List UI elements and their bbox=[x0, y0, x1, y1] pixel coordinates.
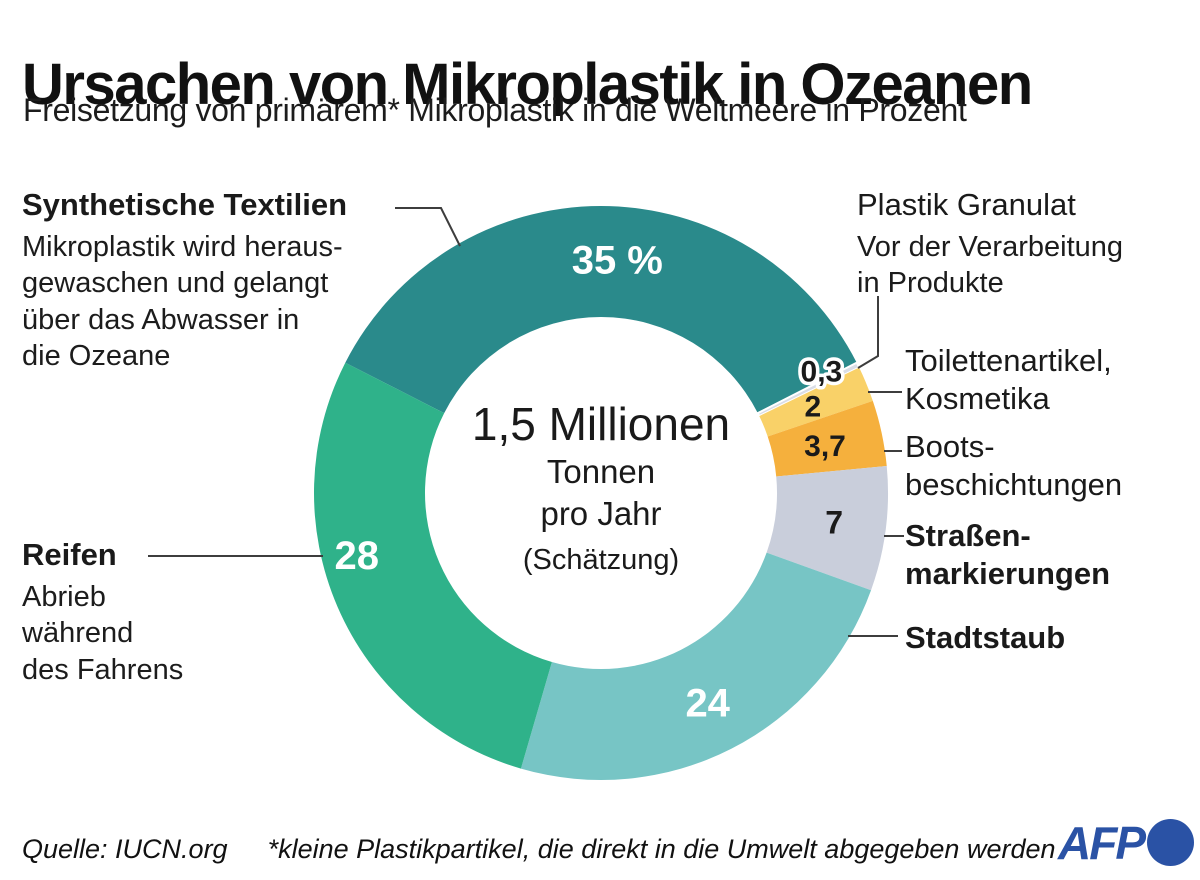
footer: Quelle: IUCN.org *kleine Plastikpartikel,… bbox=[22, 834, 1056, 865]
donut-segment-strassenmarkierungen bbox=[766, 465, 889, 591]
center-headline: 1,5 Millionen bbox=[471, 398, 731, 450]
center-line-pro-jahr: pro Jahr bbox=[540, 495, 662, 533]
donut-segment-synthetische-textilien bbox=[345, 205, 857, 414]
afp-logo-text: AFP bbox=[1058, 816, 1146, 869]
segment-value-label-toilettenartikel-kosmetika: 2 bbox=[805, 391, 822, 424]
segment-value-label-reifen: 28 bbox=[335, 534, 380, 578]
callout-title: Toilettenartikel, Kosmetika bbox=[905, 343, 1112, 416]
callout-title: Stadtstaub bbox=[905, 620, 1066, 655]
footer-source: Quelle: IUCN.org bbox=[22, 834, 228, 864]
page-subtitle: Freisetzung von primärem* Mikroplastik i… bbox=[23, 92, 967, 128]
segment-value-label-strassenmarkierungen: 7 bbox=[825, 505, 843, 541]
donut-segment-bootsbeschichtungen bbox=[767, 400, 887, 477]
donut-segment-stadtstaub bbox=[520, 552, 872, 780]
callout-title: Reifen bbox=[22, 537, 117, 572]
callout-desc: Mikroplastik wird heraus- gewaschen und … bbox=[22, 230, 343, 373]
callout-reifen: Reifen Abrieb während des Fahrens bbox=[22, 536, 282, 688]
callout-toilettenartikel-kosmetika: Toilettenartikel, Kosmetika bbox=[905, 342, 1200, 418]
afp-logo-circle-icon bbox=[1147, 819, 1194, 866]
center-note-schaetzung: (Schätzung) bbox=[522, 544, 680, 577]
callout-plastik-granulat: Plastik Granulat Vor der Verarbeitung in… bbox=[857, 186, 1187, 302]
callout-title: Synthetische Textilien bbox=[22, 187, 348, 222]
connector-line-plastik-granulat bbox=[857, 296, 879, 369]
callout-title: Straßen- markierungen bbox=[905, 518, 1111, 591]
callout-desc: Abrieb während des Fahrens bbox=[22, 580, 184, 686]
donut-segment-toilettenartikel-kosmetika bbox=[759, 367, 873, 437]
center-line-tonnen: Tonnen bbox=[546, 452, 656, 490]
segment-value-label-synthetische-textilien: 35 % bbox=[572, 239, 663, 283]
footer-footnote: *kleine Plastikpartikel, die direkt in d… bbox=[267, 834, 1056, 864]
donut-center-label: 1,5 Millionen Tonnen pro Jahr (Schätzung… bbox=[431, 398, 771, 577]
segment-value-label-bootsbeschichtungen: 3,7 bbox=[804, 430, 846, 463]
callout-strassenmarkierungen: Straßen- markierungen bbox=[905, 517, 1200, 593]
segment-value-label-stadtstaub: 24 bbox=[685, 681, 730, 725]
callout-title: Plastik Granulat bbox=[857, 187, 1076, 222]
afp-logo: AFP bbox=[1058, 819, 1194, 866]
segment-value-label-plastik-granulat: 0,3 bbox=[801, 355, 843, 388]
callout-stadtstaub: Stadtstaub bbox=[905, 619, 1200, 657]
donut-segment-reifen bbox=[313, 362, 552, 769]
callout-synthetische-textilien: Synthetische Textilien Mikroplastik wird… bbox=[22, 186, 382, 375]
callout-title: Boots- beschichtungen bbox=[905, 429, 1123, 502]
page-title: Ursachen von Mikroplastik in Ozeanen bbox=[22, 51, 1033, 117]
callout-bootsbeschichtungen: Boots- beschichtungen bbox=[905, 428, 1200, 504]
connector-line-synthetische-textilien bbox=[395, 207, 461, 247]
callout-desc: Vor der Verarbeitung in Produkte bbox=[857, 230, 1124, 300]
